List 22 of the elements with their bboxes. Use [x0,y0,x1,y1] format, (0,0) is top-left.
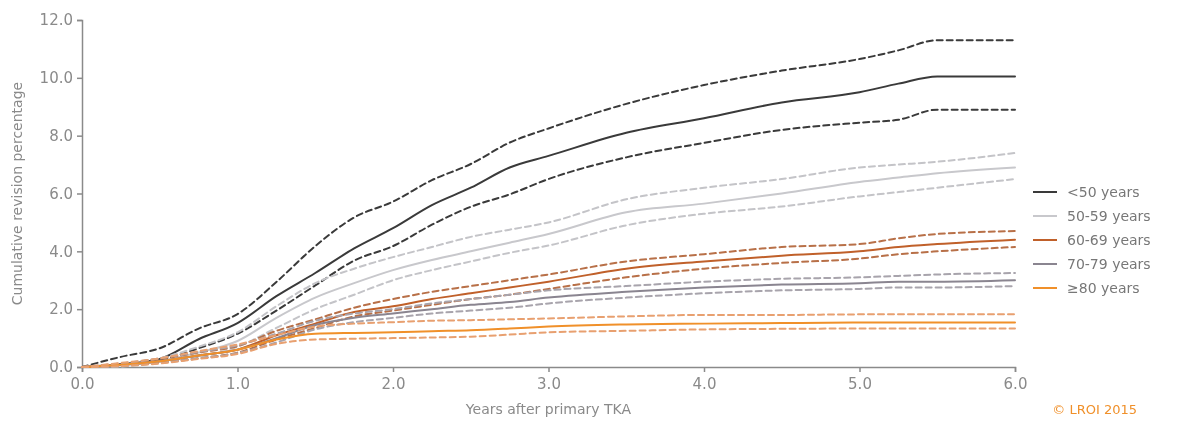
x-tick-label: 2.0 [381,374,406,393]
y-tick-label: 6.0 [49,184,73,203]
x-tick-label: 3.0 [537,374,561,393]
y-axis-title: Cumulative revision percentage [9,81,25,306]
x-tick-label: 5.0 [848,374,872,393]
legend-label: 60-69 years [1067,232,1151,248]
y-tick-label: 2.0 [49,300,73,319]
y-tick-label: 4.0 [49,242,73,261]
y-tick-label: 10.0 [39,69,73,88]
legend-label: 50-59 years [1067,208,1151,224]
legend-label: ≥80 years [1067,280,1140,296]
legend-label: 70-79 years [1067,256,1151,272]
legend-label: <50 years [1067,184,1140,200]
x-tick-label: 6.0 [1003,374,1028,393]
x-axis-title: Years after primary TKA [464,401,632,417]
y-tick-label: 0.0 [49,358,73,377]
x-tick-label: 0.0 [70,374,95,393]
x-tick-label: 1.0 [226,374,250,393]
y-tick-label: 12.0 [39,11,73,30]
y-tick-label: 8.0 [49,126,73,145]
x-tick-label: 4.0 [692,374,717,393]
text: © LROI 2015 [1052,402,1137,417]
